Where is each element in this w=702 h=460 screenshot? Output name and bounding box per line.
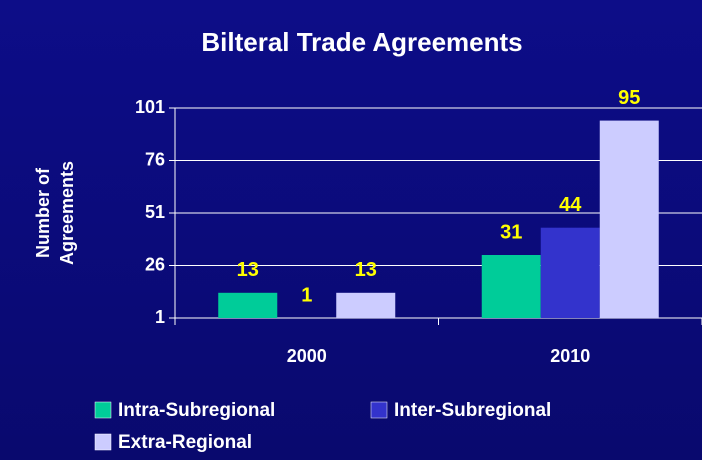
legend-label: Extra-Regional xyxy=(118,432,252,453)
bar xyxy=(540,227,600,318)
legend-label: Intra-Subregional xyxy=(118,400,275,421)
y-tick-label: 101 xyxy=(135,97,165,117)
x-tick-label: 2010 xyxy=(550,346,590,366)
y-axis-label: Number of xyxy=(33,167,53,258)
value-label: 31 xyxy=(500,221,522,243)
y-tick-label: 26 xyxy=(145,254,165,274)
legend-swatch xyxy=(370,401,388,419)
value-label: 1 xyxy=(301,284,312,306)
bar xyxy=(218,292,278,318)
y-tick-label: 1 xyxy=(155,307,165,327)
x-tick-label: 2000 xyxy=(287,346,327,366)
bar xyxy=(599,120,659,318)
value-label: 13 xyxy=(355,259,377,281)
y-axis-label: Agreements xyxy=(57,161,77,265)
bar xyxy=(481,255,541,318)
value-label: 95 xyxy=(618,87,640,109)
chart-title: Bilteral Trade Agreements xyxy=(201,27,522,57)
y-tick-label: 51 xyxy=(145,202,165,222)
legend-label: Inter-Subregional xyxy=(394,400,551,421)
value-label: 13 xyxy=(237,259,259,281)
legend-swatch xyxy=(94,401,112,419)
bar xyxy=(336,292,396,318)
value-label: 44 xyxy=(559,194,582,216)
legend-swatch xyxy=(94,433,112,451)
y-tick-label: 76 xyxy=(145,149,165,169)
